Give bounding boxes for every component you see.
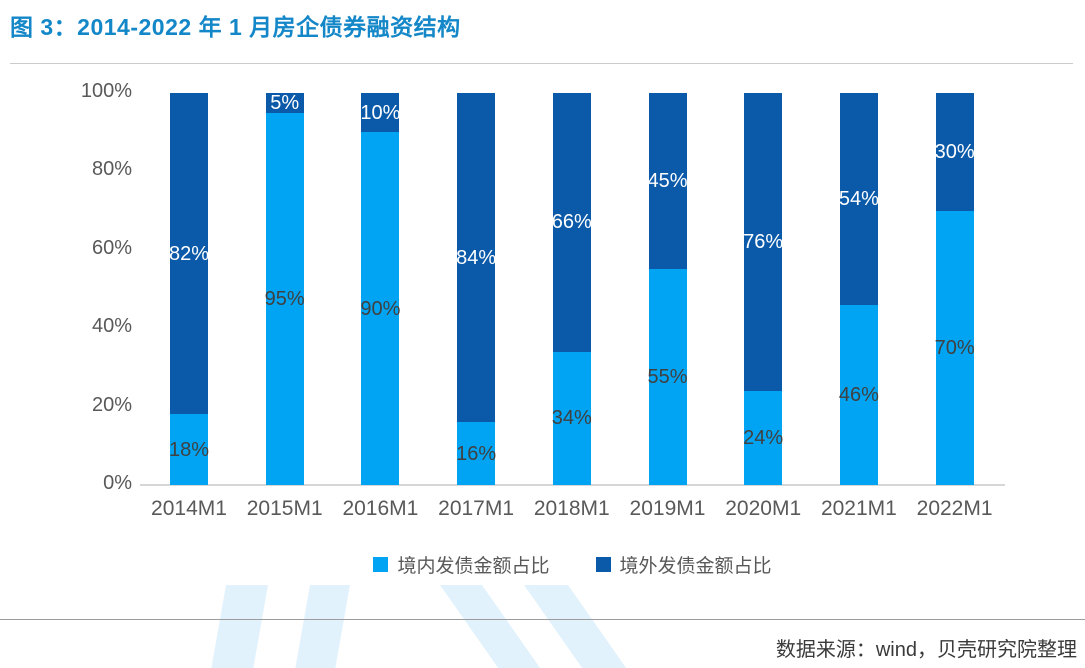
bar-data-label: 76%	[743, 230, 784, 253]
bar-segment-domestic: 34%	[551, 351, 592, 485]
bar-segment-overseas: 76%	[743, 93, 784, 391]
bar-segment-domestic: 90%	[360, 132, 401, 485]
x-axis-label: 2022M1	[916, 497, 993, 520]
x-axis-label: 2015M1	[246, 497, 323, 520]
legend-label-overseas: 境外发债金额占比	[619, 556, 772, 577]
stacked-bar-2018M1: 66% 34%	[551, 93, 592, 485]
stacked-bar-2019M1: 45% 55%	[647, 93, 688, 485]
bar-segment-domestic: 18%	[168, 414, 210, 485]
stacked-bar-2022M1: 30% 70%	[934, 93, 975, 485]
bar-data-label: 46%	[838, 383, 879, 406]
bar-data-label: 45%	[647, 170, 688, 193]
data-source-note: 数据来源：wind，贝壳研究院整理	[775, 639, 1077, 661]
bar-segment-domestic: 16%	[456, 422, 497, 485]
stacked-bar-2014M1: 82% 18%	[168, 93, 210, 485]
bar-data-label: 70%	[934, 336, 975, 359]
x-axis-label: 2016M1	[342, 497, 419, 520]
bar-data-label: 10%	[360, 101, 401, 124]
legend-item-domestic: 境内发债金额占比	[373, 551, 550, 578]
bar-data-label: 5%	[270, 91, 300, 114]
legend-swatch-overseas-icon	[595, 557, 611, 572]
bar-data-label: 54%	[838, 187, 879, 210]
stacked-bar-2021M1: 54% 46%	[838, 93, 879, 485]
bar-segment-domestic: 55%	[647, 269, 688, 485]
bar-segment-overseas: 66%	[551, 93, 592, 352]
stacked-bar-2020M1: 76% 24%	[743, 93, 784, 485]
stacked-bar-2016M1: 10% 90%	[360, 93, 401, 485]
bar-data-label: 66%	[551, 211, 592, 234]
x-axis-label: 2021M1	[820, 497, 897, 520]
bar-segment-overseas: 54%	[838, 93, 879, 305]
bar-data-label: 55%	[647, 366, 688, 389]
bar-segment-overseas: 84%	[456, 93, 497, 423]
title-divider	[10, 63, 1073, 64]
legend-label-domestic: 境内发债金额占比	[397, 556, 550, 577]
y-axis-tick-label: 60%	[91, 236, 132, 259]
bar-segment-domestic: 24%	[743, 390, 784, 485]
y-axis-tick-label: 80%	[91, 158, 132, 181]
bar-segment-overseas: 45%	[647, 93, 688, 270]
x-axis-label: 2014M1	[151, 497, 227, 520]
bar-data-label: 34%	[551, 407, 592, 430]
stacked-bar-2017M1: 84% 16%	[456, 93, 497, 485]
legend-item-overseas: 境外发债金额占比	[595, 551, 772, 578]
y-axis-tick-label: 20%	[91, 393, 132, 416]
bar-segment-overseas: 5%	[265, 91, 304, 114]
bar-segment-domestic: 46%	[838, 304, 879, 485]
x-axis-label: 2018M1	[533, 497, 610, 520]
bar-data-label: 16%	[456, 442, 497, 465]
x-axis-label: 2019M1	[629, 497, 706, 520]
y-axis-tick-label: 40%	[91, 315, 132, 338]
bar-segment-domestic: 70%	[934, 210, 975, 485]
bar-segment-overseas: 30%	[934, 93, 975, 211]
bar-segment-domestic: 95%	[264, 112, 305, 485]
bar-data-label: 18%	[168, 438, 210, 461]
bar-data-label: 82%	[168, 242, 210, 265]
figure-title: 图 3：2014-2022 年 1 月房企债券融资结构	[10, 14, 461, 40]
bar-data-label: 95%	[264, 287, 305, 310]
bar-segment-overseas: 10%	[360, 93, 401, 133]
bar-data-label: 24%	[743, 426, 784, 449]
y-axis-tick-label: 100%	[80, 80, 132, 102]
stacked-bar-2015M1: 5% 95%	[264, 91, 305, 485]
bar-data-label: 84%	[456, 246, 497, 269]
bar-data-label: 90%	[360, 297, 401, 320]
x-axis-label: 2020M1	[725, 497, 802, 520]
x-axis-label: 2017M1	[438, 497, 515, 520]
legend-swatch-domestic-icon	[373, 557, 389, 572]
footer-divider	[0, 619, 1085, 620]
bar-data-label: 30%	[934, 140, 975, 163]
y-axis-tick-label: 0%	[103, 472, 132, 494]
chart-legend: 境内发债金额占比 境外发债金额占比	[140, 551, 1005, 578]
bar-segment-overseas: 82%	[168, 93, 210, 415]
x-axis-line	[140, 484, 1005, 486]
